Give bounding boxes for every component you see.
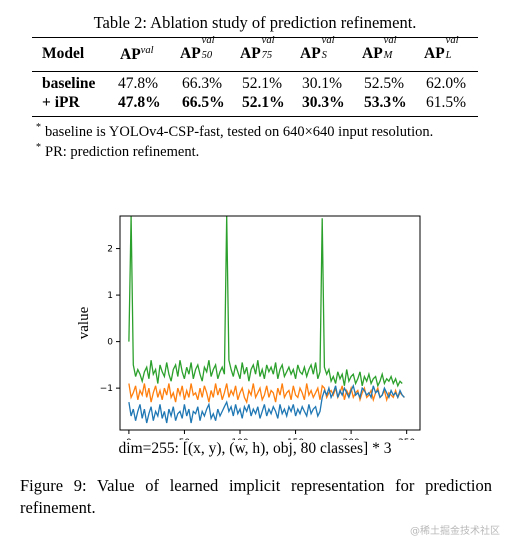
cell-apl: 61.5% [426, 94, 467, 111]
figure-caption: Figure 9: Value of learned implicit repr… [20, 476, 492, 517]
header-apl: AP val L [424, 35, 459, 62]
header-ap75: AP val 75 [240, 35, 275, 62]
header-model: Model [42, 45, 85, 62]
series-line-0 [128, 215, 403, 388]
cell-apm: 53.3% [364, 94, 407, 111]
table-bottom-rule [32, 116, 478, 118]
cell-ap: 47.8% [118, 94, 161, 111]
table-note: * PR: prediction refinement. [36, 142, 200, 160]
series-line-2 [128, 383, 405, 424]
header-ap50: AP val 50 [180, 35, 215, 62]
table-mid-rule [32, 71, 478, 72]
table-row: baseline 47.8% 66.3% 52.1% 30.1% 52.5% 6… [32, 75, 478, 97]
cell-ap75: 52.1% [242, 94, 285, 111]
cell-apm: 52.5% [364, 75, 405, 92]
table-note: * baseline is YOLOv4-CSP-fast, tested on … [36, 122, 434, 140]
x-tick-label: 0 [126, 438, 132, 440]
header-apm: AP val M [362, 35, 397, 62]
series-line-1 [128, 383, 405, 405]
header-ap: APval [120, 45, 154, 64]
cell-ap: 47.8% [118, 75, 159, 92]
cell-aps: 30.3% [302, 94, 345, 111]
y-axis-label: value [76, 306, 92, 339]
y-tick-label: 0 [107, 338, 113, 348]
cell-aps: 30.1% [302, 75, 343, 92]
table-row: + iPR 47.8% 66.5% 52.1% 30.3% 53.3% 61.5… [32, 94, 478, 116]
row-model-ipr: + iPR [42, 94, 80, 111]
watermark: @稀土掘金技术社区 [410, 526, 500, 537]
table-top-rule [32, 37, 478, 39]
y-tick-label: 1 [107, 291, 113, 301]
cell-ap50: 66.3% [182, 75, 223, 92]
y-tick-label: −1 [100, 384, 113, 394]
header-aps: AP val S [300, 35, 335, 62]
x-tick-label: 100 [231, 438, 248, 440]
x-tick-label: 200 [343, 438, 360, 440]
table-caption: Table 2: Ablation study of prediction re… [93, 13, 417, 32]
x-tick-label: 150 [287, 438, 304, 440]
x-tick-label: 50 [179, 438, 191, 440]
row-model-baseline: baseline [42, 75, 96, 92]
cell-ap50: 66.5% [182, 94, 225, 111]
cell-apl: 62.0% [426, 75, 467, 92]
x-axis-description: dim=255: [(x, y), (w, h), obj, 80 classe… [118, 440, 392, 457]
y-tick-label: 2 [107, 245, 113, 255]
x-tick-label: 250 [398, 438, 415, 440]
cell-ap75: 52.1% [242, 75, 283, 92]
line-chart: 0 50 100 150 200 250 −1 0 1 2 value [76, 215, 421, 440]
table-header-row: Model APval AP val 50 AP val 75 AP val S AP val… [32, 35, 478, 67]
plot-frame [119, 215, 421, 431]
